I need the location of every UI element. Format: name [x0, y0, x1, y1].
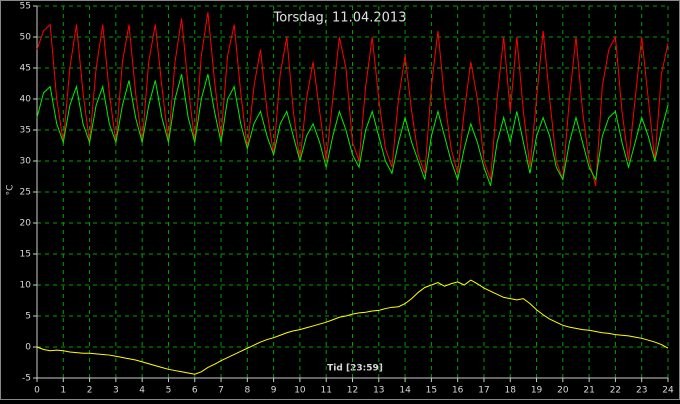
- y-tick-label: 20: [20, 219, 32, 229]
- x-tick-label: 18: [505, 386, 517, 396]
- y-tick-label: 5: [25, 312, 31, 322]
- x-tick-label: 21: [583, 386, 594, 396]
- x-tick-label: 16: [452, 386, 464, 396]
- x-tick-label: 23: [636, 386, 647, 396]
- x-tick-label: 1: [60, 386, 66, 396]
- line-series: [36, 279, 669, 375]
- y-axis-label: °C: [6, 185, 16, 196]
- x-tick-label: 4: [139, 386, 145, 396]
- x-tick-label: 20: [557, 386, 569, 396]
- y-tick-label: 50: [20, 33, 32, 43]
- y-tick-label: 40: [20, 95, 32, 105]
- chart-title: Torsdag, 11.04.2013: [273, 11, 407, 26]
- x-tick-label: 2: [87, 386, 93, 396]
- y-tick-label: 35: [20, 126, 31, 136]
- x-tick-label: 3: [113, 386, 119, 396]
- x-tick-label: 0: [34, 386, 40, 396]
- x-tick-label: 13: [373, 386, 384, 396]
- x-axis-label: Tid [23:59]: [327, 364, 383, 374]
- y-tick-label: 0: [25, 343, 31, 353]
- y-tick-label: 55: [20, 2, 31, 12]
- y-tick-label: 15: [20, 250, 31, 260]
- y-tick-label: 30: [20, 157, 32, 167]
- y-tick-label: 45: [20, 64, 31, 74]
- y-tick-label: 10: [20, 281, 32, 291]
- x-tick-label: 11: [320, 386, 331, 396]
- line-series: [36, 74, 669, 186]
- x-tick-label: 15: [426, 386, 437, 396]
- x-tick-label: 17: [478, 386, 489, 396]
- x-tick-label: 10: [294, 386, 306, 396]
- x-tick-label: 22: [610, 386, 621, 396]
- x-tick-label: 9: [271, 386, 277, 396]
- x-tick-label: 14: [399, 386, 411, 396]
- x-tick-label: 12: [347, 386, 358, 396]
- x-tick-label: 19: [531, 386, 543, 396]
- x-tick-label: 5: [166, 386, 172, 396]
- x-tick-label: 24: [662, 386, 674, 396]
- y-tick-label: 25: [20, 188, 31, 198]
- y-tick-label: -5: [22, 374, 31, 384]
- x-tick-label: 8: [244, 386, 250, 396]
- x-tick-label: 6: [192, 386, 198, 396]
- x-tick-label: 7: [218, 386, 224, 396]
